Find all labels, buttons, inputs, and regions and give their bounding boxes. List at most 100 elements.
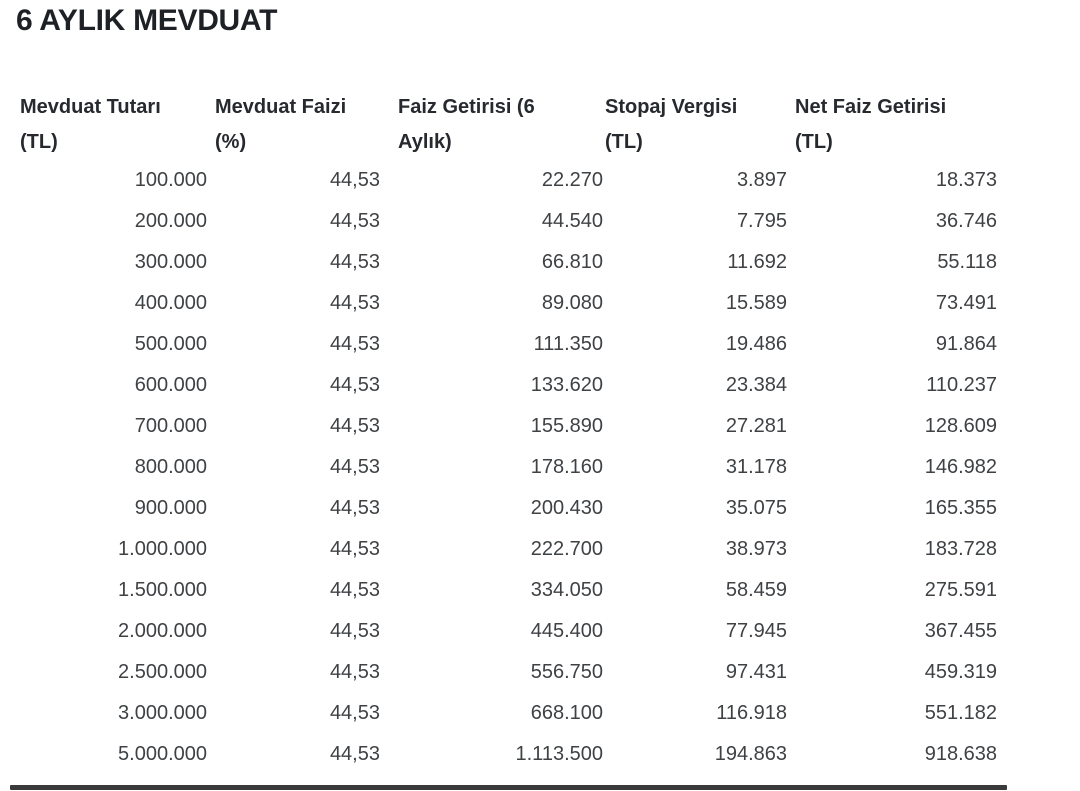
header-row: Mevduat Tutarı (TL) Mevduat Faizi (%) Fa…	[20, 90, 1000, 160]
table-row: 2.000.000 44,53 445.400 77.945 367.455	[20, 611, 1000, 652]
table-cell: 44,53	[329, 538, 380, 560]
table-cell: 44,53	[329, 743, 380, 765]
table-cell: 200.430	[530, 497, 603, 519]
table-cell: 44,53	[329, 579, 380, 601]
table-cell: 155.890	[530, 415, 603, 437]
table-cell: 44,53	[329, 415, 380, 437]
table-cell: 128.609	[924, 415, 997, 437]
table-cell: 38.973	[725, 538, 787, 560]
table-cell: 44,53	[329, 292, 380, 314]
table-cell: 66.810	[541, 251, 603, 273]
column-label: Faiz Getirisi (6	[398, 96, 535, 118]
table-cell: 334.050	[530, 579, 603, 601]
table-cell: 23.384	[725, 374, 787, 396]
table-cell: 445.400	[530, 620, 603, 642]
table-row: 300.000 44,53 66.810 11.692 55.118	[20, 242, 1000, 283]
table-cell: 19.486	[725, 333, 787, 355]
table-row: 600.000 44,53 133.620 23.384 110.237	[20, 365, 1000, 406]
table-cell: 58.459	[725, 579, 787, 601]
table-cell: 400.000	[134, 292, 207, 314]
table-cell: 27.281	[725, 415, 787, 437]
table-cell: 551.182	[924, 702, 997, 724]
column-label: Stopaj Vergisi	[605, 96, 738, 118]
horizontal-scrollbar[interactable]	[10, 785, 1007, 790]
table-cell: 165.355	[924, 497, 997, 519]
table-cell: 44,53	[329, 333, 380, 355]
table-cell: 97.431	[725, 661, 787, 683]
table-cell: 459.319	[924, 661, 997, 683]
table-cell: 668.100	[530, 702, 603, 724]
page-title: 6 AYLIK MEVDUAT	[16, 4, 278, 37]
table-cell: 556.750	[530, 661, 603, 683]
table-cell: 1.500.000	[118, 579, 207, 601]
table-cell: 900.000	[134, 497, 207, 519]
table-cell: 367.455	[924, 620, 997, 642]
table-cell: 73.491	[935, 292, 997, 314]
table-cell: 31.178	[725, 456, 787, 478]
table-row: 1.500.000 44,53 334.050 58.459 275.591	[20, 570, 1000, 611]
table-row: 500.000 44,53 111.350 19.486 91.864	[20, 324, 1000, 365]
table-cell: 100.000	[134, 169, 207, 191]
table-cell: 44.540	[541, 210, 603, 232]
table-cell: 22.270	[541, 169, 603, 191]
table-row: 800.000 44,53 178.160 31.178 146.982	[20, 447, 1000, 488]
table-cell: 44,53	[329, 210, 380, 232]
table-cell: 44,53	[329, 702, 380, 724]
table-row: 200.000 44,53 44.540 7.795 36.746	[20, 201, 1000, 242]
table-cell: 1.000.000	[118, 538, 207, 560]
table-cell: 44,53	[329, 169, 380, 191]
table-cell: 178.160	[530, 456, 603, 478]
table-cell: 2.000.000	[118, 620, 207, 642]
table-cell: 36.746	[935, 210, 997, 232]
table-row: 700.000 44,53 155.890 27.281 128.609	[20, 406, 1000, 447]
table-row: 3.000.000 44,53 668.100 116.918 551.182	[20, 693, 1000, 734]
column-unit: Aylık)	[398, 131, 452, 153]
table-cell: 500.000	[134, 333, 207, 355]
table-row: 900.000 44,53 200.430 35.075 165.355	[20, 488, 1000, 529]
table-cell: 44,53	[329, 620, 380, 642]
column-header-mevduat-tutari: Mevduat Tutarı (TL)	[20, 90, 215, 160]
table-cell: 116.918	[716, 702, 787, 724]
table-cell: 146.982	[924, 456, 997, 478]
table-cell: 3.000.000	[118, 702, 207, 724]
table-cell: 44,53	[329, 497, 380, 519]
column-unit: (TL)	[795, 131, 833, 153]
table-header: Mevduat Tutarı (TL) Mevduat Faizi (%) Fa…	[20, 90, 1000, 160]
column-label: Mevduat Tutarı	[20, 96, 161, 118]
table-cell: 111.350	[533, 333, 603, 355]
table-cell: 183.728	[924, 538, 997, 560]
table-cell: 800.000	[134, 456, 207, 478]
table-cell: 44,53	[329, 251, 380, 273]
table-cell: 11.692	[727, 251, 787, 273]
table-cell: 77.945	[725, 620, 787, 642]
table-row: 400.000 44,53 89.080 15.589 73.491	[20, 283, 1000, 324]
deposit-table: Mevduat Tutarı (TL) Mevduat Faizi (%) Fa…	[20, 90, 1000, 775]
table-row: 100.000 44,53 22.270 3.897 18.373	[20, 160, 1000, 201]
table-cell: 44,53	[329, 456, 380, 478]
table-cell: 5.000.000	[118, 743, 207, 765]
table-cell: 89.080	[541, 292, 603, 314]
table-cell: 2.500.000	[118, 661, 207, 683]
table-cell: 1.113.500	[515, 743, 604, 765]
column-label: Mevduat Faizi	[215, 96, 347, 118]
table-body: 100.000 44,53 22.270 3.897 18.373 200.000 44,5…	[20, 160, 1000, 775]
column-unit: (TL)	[605, 131, 643, 153]
table-cell: 44,53	[329, 661, 380, 683]
table-cell: 91.864	[935, 333, 997, 355]
table-cell: 110.237	[926, 374, 997, 396]
table-row: 2.500.000 44,53 556.750 97.431 459.319	[20, 652, 1000, 693]
table-cell: 3.897	[736, 169, 787, 191]
table-cell: 18.373	[935, 169, 997, 191]
table-cell: 275.591	[924, 579, 997, 601]
column-unit: (TL)	[20, 131, 58, 153]
table-cell: 700.000	[134, 415, 207, 437]
column-header-faiz-getirisi: Faiz Getirisi (6 Aylık)	[398, 90, 605, 160]
table-cell: 15.589	[725, 292, 787, 314]
table-cell: 222.700	[530, 538, 603, 560]
table-cell: 44,53	[329, 374, 380, 396]
table-cell: 133.620	[530, 374, 603, 396]
column-header-mevduat-faizi: Mevduat Faizi (%)	[215, 90, 398, 160]
table-cell: 200.000	[134, 210, 207, 232]
table-cell: 55.118	[937, 251, 997, 273]
column-header-stopaj-vergisi: Stopaj Vergisi (TL)	[605, 90, 795, 160]
